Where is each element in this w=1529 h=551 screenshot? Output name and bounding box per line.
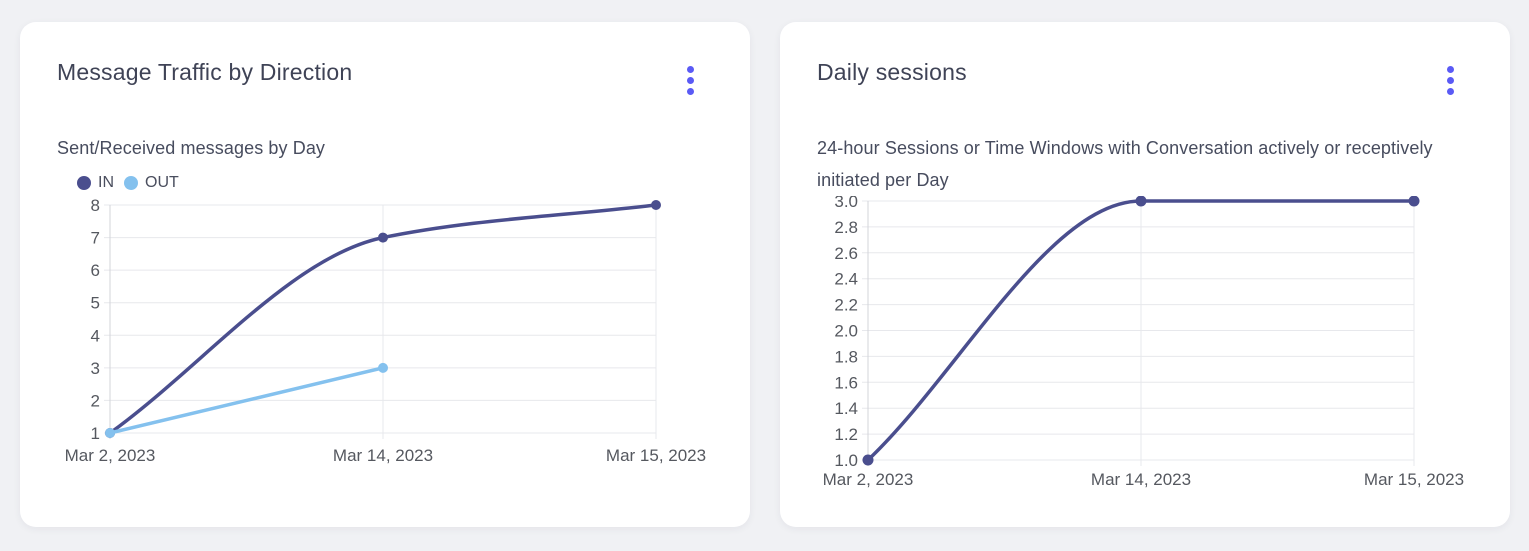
y-tick-label: 1.4 <box>834 399 858 418</box>
kebab-dot <box>1447 88 1454 95</box>
y-tick-label: 2 <box>91 391 100 410</box>
y-tick-label: 2.0 <box>834 322 858 341</box>
legend-item-out[interactable]: OUT <box>124 174 179 192</box>
kebab-dot <box>1447 77 1454 84</box>
y-tick-label: 2.2 <box>834 296 858 315</box>
x-tick-label: Mar 15, 2023 <box>1364 470 1464 489</box>
data-point-in <box>651 200 661 210</box>
x-tick-label: Mar 2, 2023 <box>823 470 914 489</box>
data-point-sessions <box>1408 196 1420 207</box>
legend-dot-out <box>124 176 138 190</box>
y-tick-label: 2.6 <box>834 244 858 263</box>
data-point-in <box>378 232 388 243</box>
x-tick-label: Mar 14, 2023 <box>333 446 433 465</box>
data-point-sessions <box>1135 196 1147 207</box>
y-tick-label: 1 <box>91 424 100 443</box>
y-tick-label: 5 <box>91 294 100 313</box>
y-tick-label: 1.2 <box>834 425 858 444</box>
chart-legend: IN OUT <box>77 172 750 194</box>
line-chart-message-traffic: 8 7 6 5 4 3 2 1 Mar 2, 2023 Mar 14, 2023 Mar 15, 2… <box>65 196 706 465</box>
y-tick-label: 1.0 <box>834 451 858 470</box>
card-subtitle: Sent/Received messages by Day <box>57 138 326 158</box>
card-header: Message Traffic by Direction <box>20 22 750 99</box>
y-tick-label: 1.8 <box>834 347 858 366</box>
kebab-dot <box>687 88 694 95</box>
y-tick-label: 2.8 <box>834 218 858 237</box>
y-tick-label: 7 <box>91 229 100 248</box>
card-title: Daily sessions <box>817 59 967 85</box>
daily-sessions-card: Daily sessions 24-hour Sessions or Time … <box>780 22 1510 527</box>
message-traffic-card: Message Traffic by Direction Sent/Receiv… <box>20 22 750 527</box>
y-tick-label: 6 <box>91 261 100 280</box>
series-line-sessions <box>866 199 1416 462</box>
kebab-dot <box>687 66 694 73</box>
kebab-dot <box>687 77 694 84</box>
y-tick-label: 4 <box>91 326 100 345</box>
card-subtitle: 24-hour Sessions or Time Windows with Co… <box>817 138 1433 190</box>
card-title: Message Traffic by Direction <box>57 59 353 85</box>
legend-label: IN <box>98 174 114 191</box>
kebab-menu-icon[interactable] <box>683 62 698 99</box>
y-tick-label: 2.4 <box>834 270 858 289</box>
kebab-dot <box>1447 66 1454 73</box>
x-tick-label: Mar 2, 2023 <box>65 446 156 465</box>
data-point-out <box>105 428 115 438</box>
x-tick-label: Mar 14, 2023 <box>1091 470 1191 489</box>
y-tick-label: 1.6 <box>834 373 858 392</box>
series-line-out <box>108 366 385 435</box>
x-tick-label: Mar 15, 2023 <box>606 446 706 465</box>
data-point-sessions <box>862 454 874 466</box>
kebab-menu-icon[interactable] <box>1443 62 1458 99</box>
data-point-out <box>378 362 388 373</box>
card-header: Daily sessions <box>780 22 1510 99</box>
legend-item-in[interactable]: IN <box>77 174 114 192</box>
y-tick-label: 3.0 <box>834 196 858 211</box>
legend-dot-in <box>77 176 91 190</box>
y-tick-label: 3 <box>91 359 100 378</box>
legend-label: OUT <box>145 174 179 191</box>
y-tick-label: 8 <box>91 196 100 215</box>
dashboard-page: Message Traffic by Direction Sent/Receiv… <box>20 22 1510 527</box>
